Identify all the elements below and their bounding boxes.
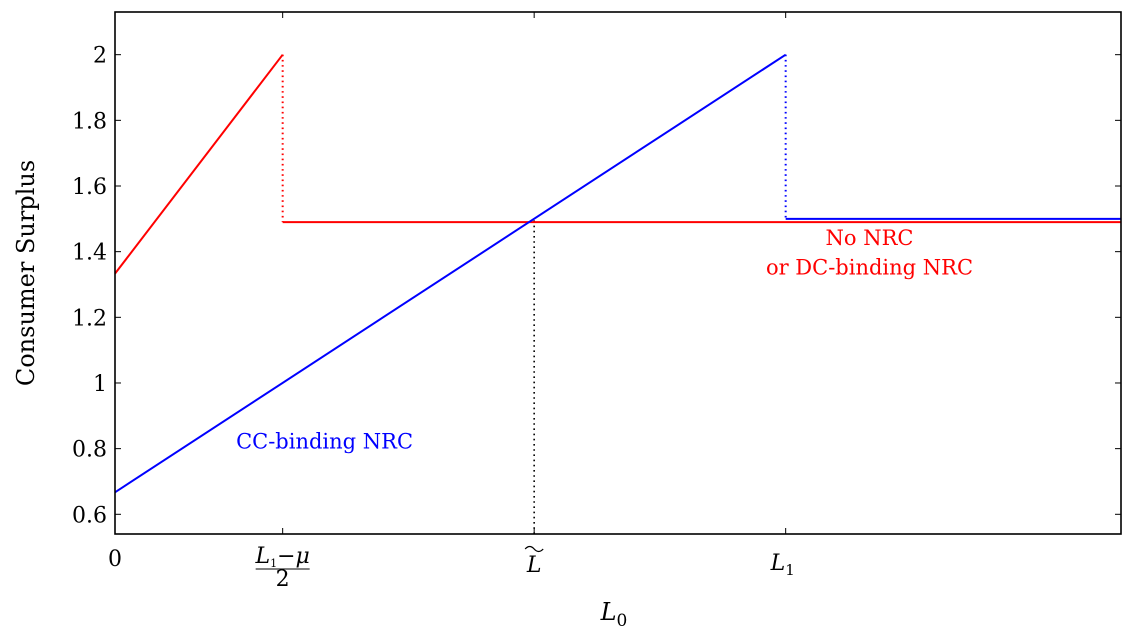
x-tick-labels: 0 L1−μ2 L L1 — [108, 544, 795, 592]
svg-text:0: 0 — [108, 547, 122, 572]
series-1-segment-0 — [114, 53, 787, 494]
annotations: No NRC or DC-binding NRC CC-binding NRC — [236, 226, 973, 454]
x-tick-label: L1−μ2 — [254, 544, 309, 592]
svg-text:L1−μ: L1−μ — [254, 544, 309, 570]
annotation-0: No NRC — [826, 226, 914, 250]
x-axis-label-main: L — [600, 598, 617, 626]
annotation-2: CC-binding NRC — [236, 430, 413, 454]
y-axis-label: Consumer Surplus — [12, 160, 40, 386]
y-tick-label: 1.8 — [72, 109, 107, 134]
y-tick-label: 1.4 — [72, 241, 107, 266]
y-tick-label: 0.8 — [72, 438, 107, 463]
x-axis-label-subscript: 0 — [617, 611, 628, 631]
plot-area — [114, 53, 1121, 534]
svg-text:L1: L1 — [770, 551, 795, 579]
series-0-segment-0 — [114, 54, 284, 275]
y-tick-label: 1 — [93, 372, 107, 397]
y-tick-label: 0.6 — [72, 503, 107, 528]
x-tick-label: L1 — [770, 551, 795, 579]
svg-text:2: 2 — [276, 567, 290, 592]
svg-text:L: L — [526, 553, 542, 578]
x-tick-label: 0 — [108, 547, 122, 572]
axis-ticks — [114, 12, 1121, 534]
x-axis-label: L0 — [600, 598, 628, 631]
y-tick-label: 1.2 — [72, 306, 107, 331]
plot-frame — [114, 11, 1122, 535]
y-tick-label: 2 — [93, 44, 107, 69]
x-tick-label: L — [524, 545, 544, 578]
y-tick-labels: 0.6 0.8 1 1.2 1.4 1.6 1.8 2 — [72, 44, 107, 529]
y-tick-label: 1.6 — [72, 175, 107, 200]
annotation-1: or DC-binding NRC — [766, 256, 973, 280]
